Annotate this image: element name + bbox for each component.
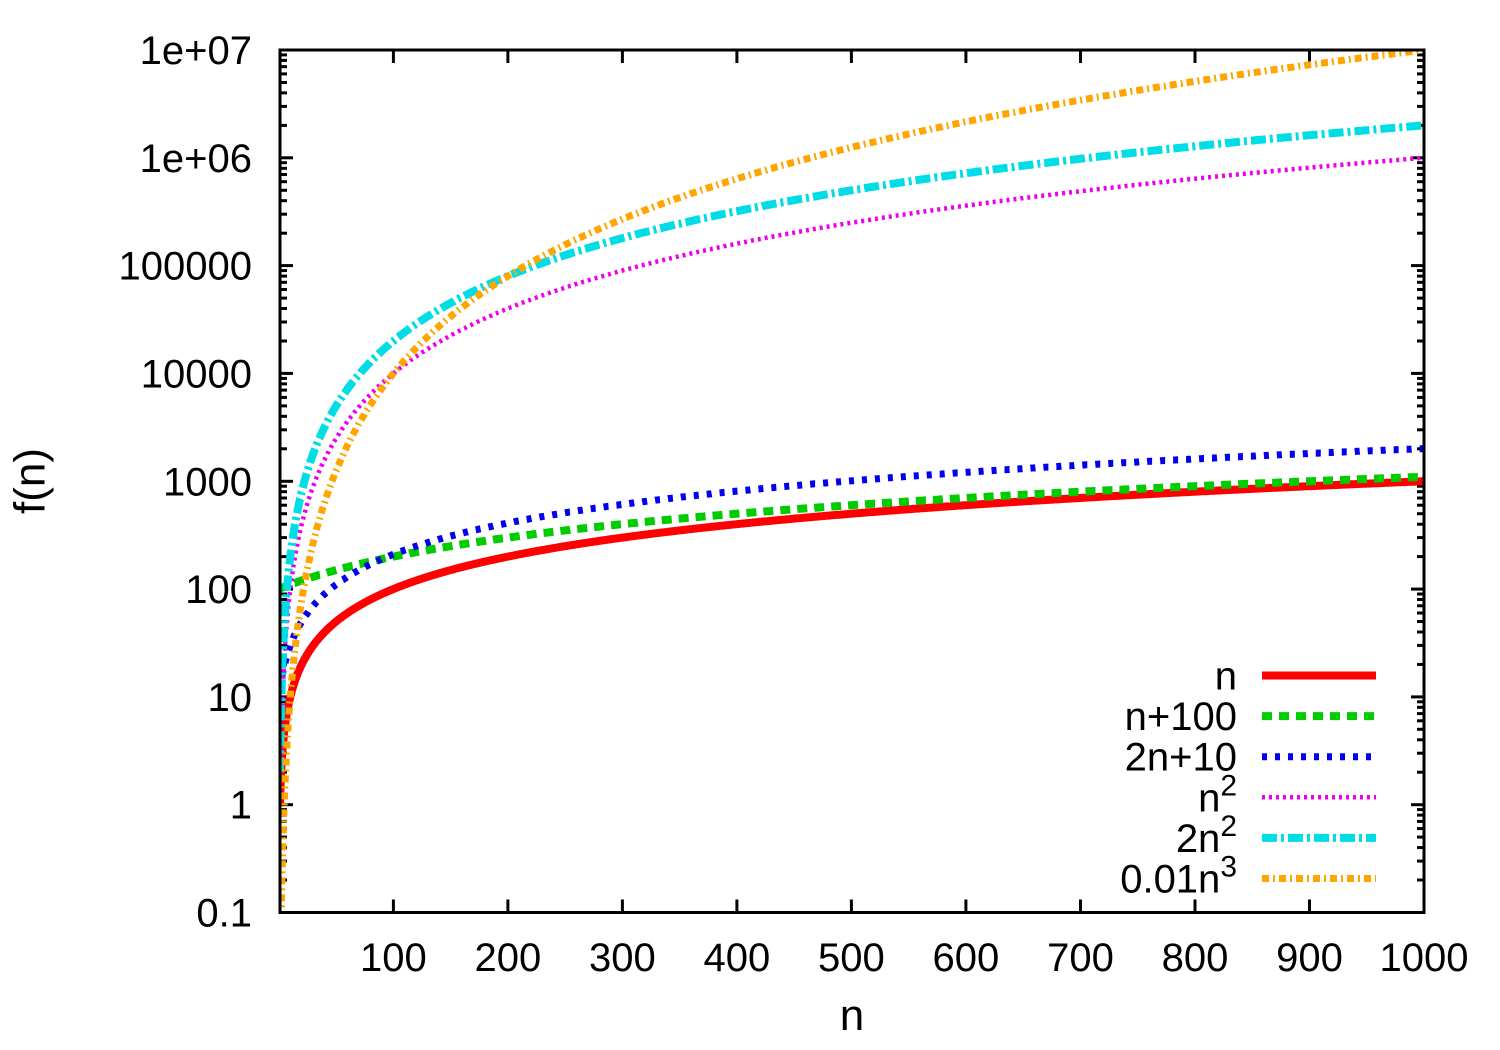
legend-label-base: 0.01n <box>1120 858 1220 902</box>
y-tick-label: 1e+06 <box>140 137 252 181</box>
x-tick-label: 400 <box>704 936 771 980</box>
legend-label-base: n <box>1215 655 1237 699</box>
legend-label-base: 2n+10 <box>1125 736 1237 780</box>
y-tick-label: 1000 <box>163 460 252 504</box>
legend-label-n: n <box>1215 655 1237 699</box>
x-tick-label: 800 <box>1162 936 1229 980</box>
y-tick-label: 0.1 <box>196 892 252 936</box>
y-tick-label: 1 <box>230 784 252 828</box>
series-line-2n-squared <box>280 121 1424 773</box>
x-tick-label: 1000 <box>1380 936 1469 980</box>
x-tick-label: 200 <box>475 936 542 980</box>
legend-label-n-plus-100: n+100 <box>1125 695 1237 739</box>
series-line-n-plus-100 <box>280 472 1424 593</box>
legend-label-n-squared: n2 <box>1198 769 1237 820</box>
x-tick-label: 500 <box>818 936 885 980</box>
x-tick-label: 900 <box>1276 936 1343 980</box>
y-axis-label: f(n) <box>6 448 55 514</box>
axis-tick-labels: 100 200 300 400 500 600 700 800 900 1000 0.1 1 10 100… <box>119 29 1469 980</box>
plot-border <box>278 48 1426 914</box>
x-tick-label: 700 <box>1047 936 1114 980</box>
y-tick-label: 10 <box>208 676 253 720</box>
x-tick-label: 600 <box>933 936 1000 980</box>
legend-label-base: 2n <box>1176 817 1221 861</box>
series-line-0.01n-cubed <box>280 50 1424 913</box>
legend-label-superscript: 2 <box>1220 769 1237 802</box>
legend-label-base: n <box>1198 776 1220 820</box>
y-tick-label: 100000 <box>119 245 252 289</box>
x-tick-label: 100 <box>360 936 427 980</box>
y-tick-label: 100 <box>185 568 252 612</box>
series-line-n <box>280 477 1424 805</box>
x-tick-label: 300 <box>589 936 656 980</box>
legend-label-0.01n-cubed: 0.01n3 <box>1120 851 1237 902</box>
legend-label-base: n+100 <box>1125 695 1237 739</box>
legend-label-superscript: 2 <box>1220 810 1237 843</box>
legend-label-2n-squared: 2n2 <box>1176 810 1237 861</box>
y-tick-label: 1e+07 <box>140 29 252 73</box>
y-tick-label: 10000 <box>141 352 252 396</box>
x-axis-label: n <box>840 991 864 1040</box>
series-line-2n-plus-10 <box>280 445 1424 692</box>
series-curves <box>280 50 1424 913</box>
legend-label-superscript: 3 <box>1220 851 1237 884</box>
legend-label-2n-plus-10: 2n+10 <box>1125 736 1237 780</box>
